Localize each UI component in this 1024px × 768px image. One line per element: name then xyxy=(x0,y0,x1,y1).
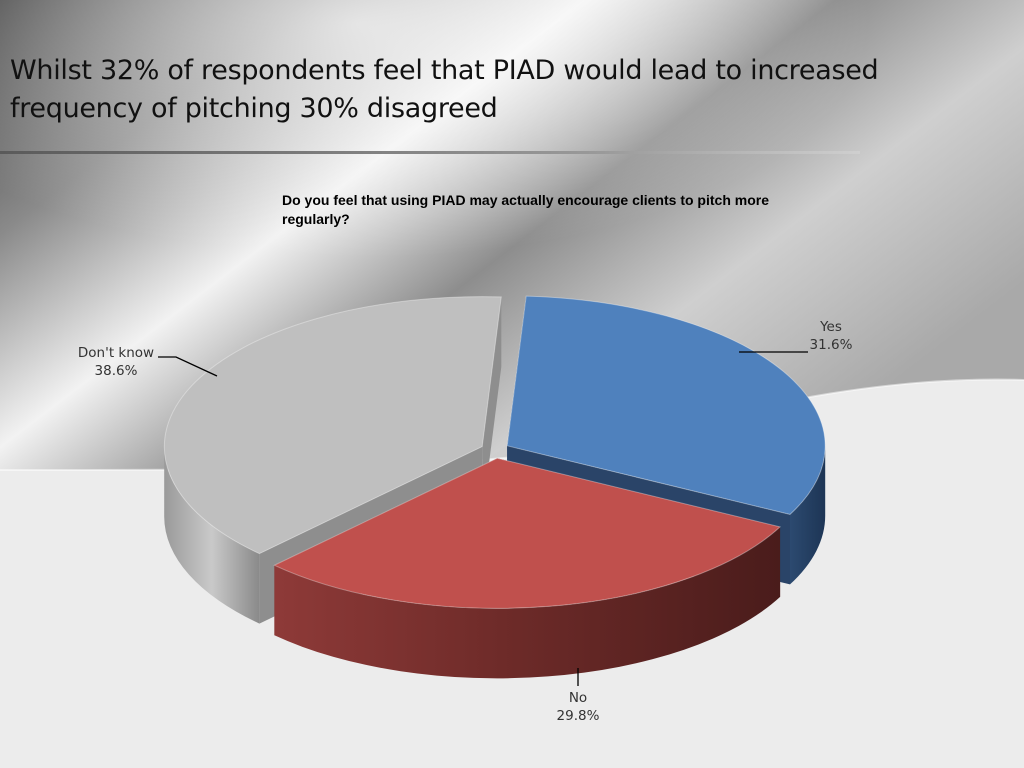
pie-slice-cutface-dont-know xyxy=(482,296,502,517)
pie-slice-dont-know xyxy=(163,296,502,555)
slide-title: Whilst 32% of respondents feel that PIAD… xyxy=(10,55,879,124)
slice-label-no-value: 29.8% xyxy=(556,708,600,724)
slice-label-yes-name: Yes xyxy=(820,319,842,335)
pie-slice-yes xyxy=(506,295,826,515)
pie-slice-side-no xyxy=(274,526,781,679)
slice-label-dont-know-value: 38.6% xyxy=(94,363,138,379)
slice-label-no: No 29.8% xyxy=(523,689,633,725)
pie-slice-no xyxy=(273,457,782,609)
slice-label-yes: Yes 31.6% xyxy=(776,318,886,354)
pie-slice-side-dont-know xyxy=(164,446,260,624)
slice-label-yes-value: 31.6% xyxy=(809,337,853,353)
leader-line-dont-know xyxy=(158,356,218,377)
slice-label-dont-know-name: Don't know xyxy=(77,345,155,361)
slice-label-no-name: No xyxy=(568,690,588,706)
slice-label-dont-know: Don't know 38.6% xyxy=(61,344,171,380)
chart-title: Do you feel that using PIAD may actually… xyxy=(282,192,769,227)
title-divider xyxy=(0,151,860,154)
pie-slice-side-yes xyxy=(790,445,826,585)
